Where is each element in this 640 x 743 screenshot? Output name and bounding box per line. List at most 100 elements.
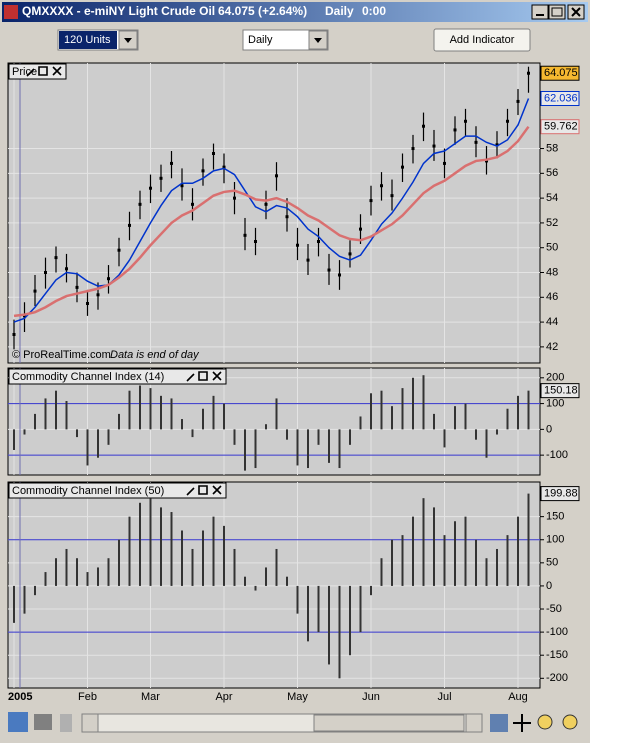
x-tick-label: May xyxy=(287,691,308,703)
cci-bar xyxy=(349,585,351,656)
y-tick-label: 52 xyxy=(546,217,558,229)
panel-header xyxy=(8,368,227,385)
close-mark xyxy=(422,124,425,128)
close-mark xyxy=(516,99,520,103)
y-tick-label: 100 xyxy=(546,397,564,409)
panel-tools xyxy=(26,66,62,77)
close-mark xyxy=(212,151,215,155)
panel-tools xyxy=(186,485,222,496)
cci-bar xyxy=(128,390,131,430)
close-mark xyxy=(443,161,446,165)
close-mark xyxy=(201,169,205,173)
last-value-label: 64.075 xyxy=(544,67,578,79)
cci-bar xyxy=(454,406,456,430)
cci-bar xyxy=(139,385,141,430)
print-icon[interactable] xyxy=(34,714,52,730)
cci-bar xyxy=(244,429,246,471)
cci-bar xyxy=(296,585,299,614)
cci-bar xyxy=(160,395,162,430)
close-mark xyxy=(411,147,415,151)
close-mark xyxy=(338,273,341,277)
panel-background xyxy=(7,62,541,364)
y-tick-label: 44 xyxy=(546,316,558,328)
cci-bar xyxy=(86,429,89,466)
close-mark xyxy=(243,233,247,237)
y-tick-label: -200 xyxy=(546,672,568,684)
maximize-glyph xyxy=(551,7,563,17)
cci-bar xyxy=(139,502,141,586)
cci-bar xyxy=(286,429,288,440)
cci-bar xyxy=(317,585,320,633)
cci-bar xyxy=(254,585,257,591)
cci-bar xyxy=(464,403,467,430)
close-mark xyxy=(54,256,58,260)
credit: © ProRealTime.com xyxy=(12,349,111,361)
close-mark xyxy=(44,271,47,275)
close-mark xyxy=(495,143,499,147)
cci-bar xyxy=(212,395,215,430)
y-tick-label: -100 xyxy=(546,626,568,638)
cci-bar xyxy=(97,567,99,586)
move-icon[interactable] xyxy=(513,714,531,732)
close-mark xyxy=(12,332,16,336)
cci-bar xyxy=(527,390,530,430)
cci-bar xyxy=(370,393,372,430)
cci-bar xyxy=(160,507,162,586)
close-mark xyxy=(390,194,394,198)
timeframe-dropdown[interactable] xyxy=(242,29,329,51)
cci-bar xyxy=(485,558,488,586)
last-value-box xyxy=(540,91,580,107)
scroll-left[interactable] xyxy=(81,713,99,733)
cci-bar xyxy=(191,548,194,586)
cci-bar xyxy=(475,429,477,440)
cci-bar xyxy=(223,525,225,586)
cci-bar xyxy=(275,398,278,430)
export-icon[interactable] xyxy=(8,712,28,732)
lock-icon[interactable] xyxy=(60,714,72,732)
arrow-glyph xyxy=(314,38,322,43)
cci-bar xyxy=(506,535,509,586)
last-value-box xyxy=(540,65,580,81)
close-mark xyxy=(159,176,163,180)
cci-bar xyxy=(55,558,57,586)
close-mark xyxy=(474,140,478,144)
cci-bar xyxy=(422,498,425,586)
cci-bar xyxy=(149,388,152,430)
cci-bar xyxy=(338,585,341,679)
cci-bar xyxy=(170,512,173,586)
window-symbol: QMXXXX - e-miNY Light Crude Oil xyxy=(22,4,215,18)
zoom-out-icon[interactable] xyxy=(537,714,553,730)
cci-bar xyxy=(118,413,120,430)
close-mark xyxy=(65,267,68,271)
cci-bar xyxy=(307,429,309,469)
minimize-button[interactable] xyxy=(531,4,549,20)
close-mark xyxy=(506,119,509,123)
close-mark xyxy=(233,196,236,200)
close-mark xyxy=(306,258,310,262)
close-mark xyxy=(170,161,173,165)
close-mark xyxy=(359,227,362,231)
cci-bar xyxy=(391,406,393,430)
cci-bar xyxy=(275,548,278,586)
maximize-button[interactable] xyxy=(548,4,566,20)
close-mark xyxy=(327,268,331,272)
cci-bar xyxy=(118,539,120,586)
app-icon xyxy=(4,5,18,19)
scroll-right[interactable] xyxy=(465,713,483,733)
note: Data is end of day xyxy=(110,349,200,361)
close-mark xyxy=(180,184,184,188)
settings-icon[interactable] xyxy=(490,714,508,732)
x-tick-label: Mar xyxy=(141,691,160,703)
cci-bar xyxy=(202,408,204,430)
y-tick-label: 42 xyxy=(546,341,558,353)
y-tick-label: 50 xyxy=(546,242,558,254)
zoom-in-icon[interactable] xyxy=(562,714,578,730)
units-value: 120 Units xyxy=(64,34,111,46)
add-indicator-button[interactable] xyxy=(433,28,531,52)
cci-bar xyxy=(401,535,404,586)
close-mark xyxy=(128,223,131,227)
last-value-box xyxy=(540,486,580,502)
scroll-thumb[interactable] xyxy=(313,714,465,732)
close-mark xyxy=(33,289,37,293)
x-tick-label: Aug xyxy=(508,691,528,703)
